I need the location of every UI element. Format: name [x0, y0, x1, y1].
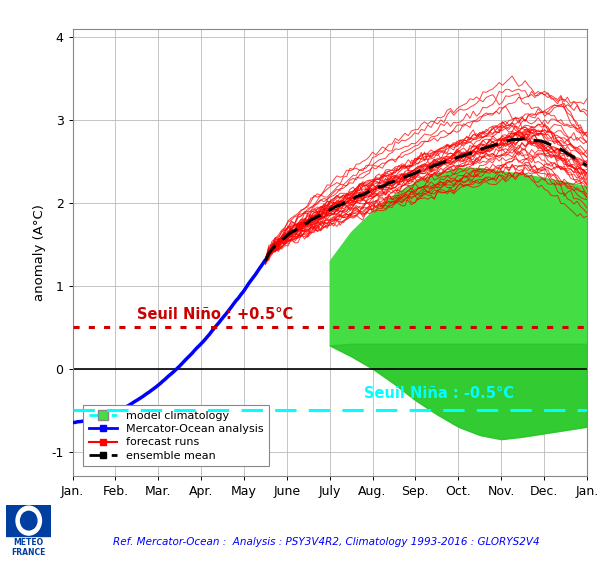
Y-axis label: anomaly (A°C): anomaly (A°C): [33, 204, 45, 301]
Circle shape: [16, 506, 41, 535]
Text: Seuil Niña : -0.5°C: Seuil Niña : -0.5°C: [364, 386, 514, 401]
Legend: model climatology, Mercator-Ocean analysis, forecast runs, ensemble mean: model climatology, Mercator-Ocean analys…: [83, 405, 269, 467]
Bar: [6, 505, 51, 536]
Circle shape: [21, 511, 37, 530]
Text: Ref. Mercator-Ocean :  Analysis : PSY3V4R2, Climatology 1993-2016 : GLORYS2V4: Ref. Mercator-Ocean : Analysis : PSY3V4R…: [113, 537, 540, 548]
Text: Seuil Niño : +0.5°C: Seuil Niño : +0.5°C: [137, 307, 293, 322]
Text: METEO
FRANCE: METEO FRANCE: [11, 538, 46, 557]
